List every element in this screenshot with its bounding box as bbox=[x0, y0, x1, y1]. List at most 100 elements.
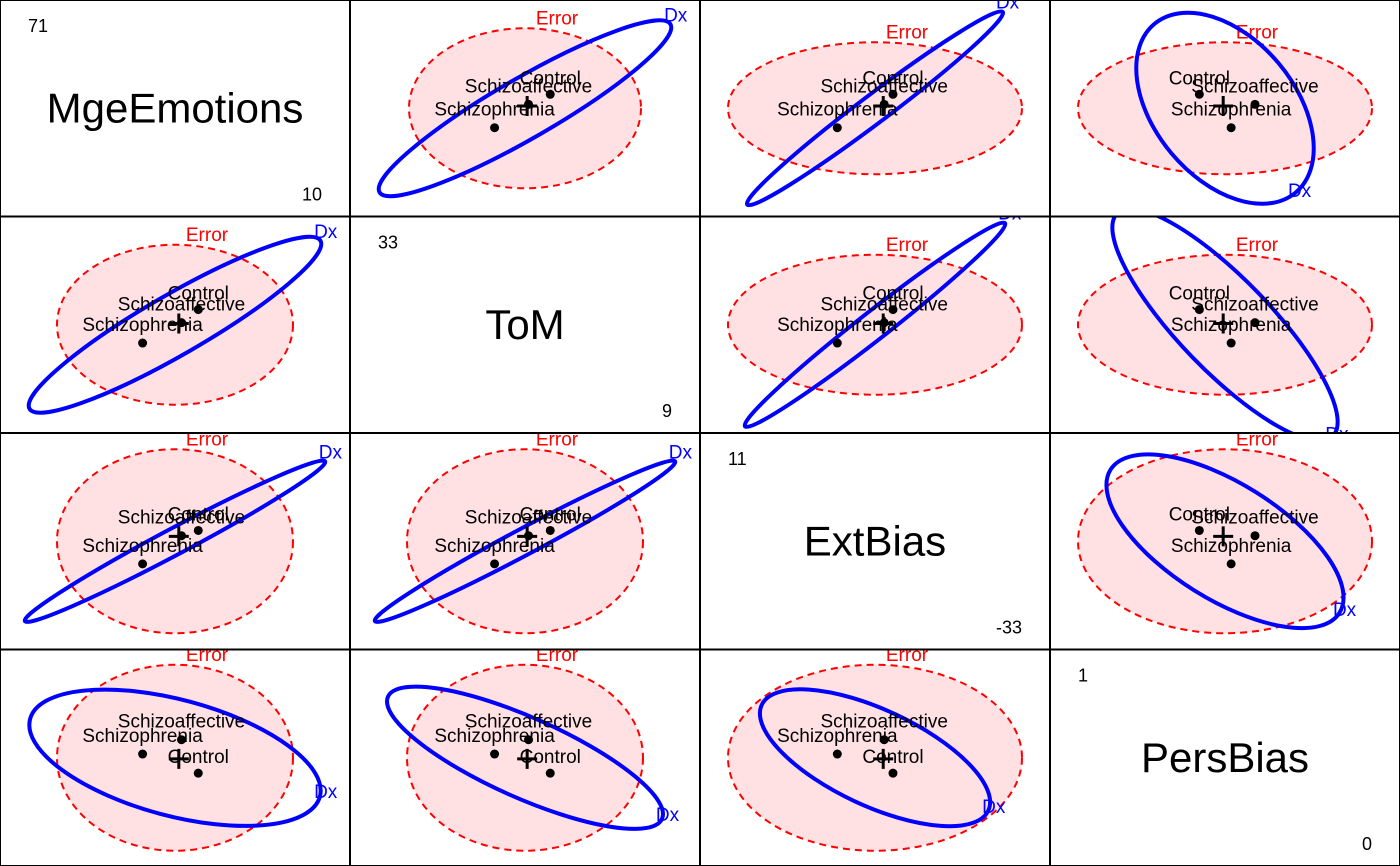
group-label-schizoaffective: Schizoaffective bbox=[465, 76, 592, 97]
group-label-schizophrenia: Schizophrenia bbox=[82, 315, 203, 336]
range-max-MgeEmotions: 71 bbox=[28, 16, 48, 36]
group-label-schizoaffective: Schizoaffective bbox=[465, 508, 592, 529]
error-ellipse bbox=[1077, 41, 1373, 176]
hypothesis-label: Dx bbox=[998, 203, 1022, 224]
error-label: Error bbox=[1236, 235, 1279, 256]
group-label-schizophrenia: Schizophrenia bbox=[777, 100, 898, 121]
panel-PersBias-ExtBias: Error Dx Control SchizoaffectiveSchizophren… bbox=[727, 645, 1023, 852]
hypothesis-ellipse bbox=[1104, 452, 1346, 631]
group-point-schizoaffective bbox=[879, 99, 889, 109]
hypothesis-ellipse bbox=[385, 684, 665, 831]
group-point-schizoaffective bbox=[176, 735, 186, 745]
hypothesis-label: Dx bbox=[1333, 600, 1357, 621]
panel-MgeEmotions-MgeEmotions: MgeEmotions 71 10 bbox=[28, 16, 322, 205]
group-label-schizophrenia: Schizophrenia bbox=[777, 315, 898, 336]
group-point-schizophrenia bbox=[832, 749, 842, 759]
group-label-schizoaffective: Schizoaffective bbox=[820, 295, 947, 316]
group-point-schizoaffective bbox=[1250, 99, 1260, 109]
hypothesis-ellipse bbox=[757, 687, 993, 829]
panel-ToM-PersBias: Error Dx ControlSchizoaffectiveSchizophren… bbox=[1077, 216, 1373, 446]
grand-mean-marker bbox=[1213, 95, 1234, 116]
hypothesis-ellipse bbox=[742, 220, 1008, 429]
group-point-schizoaffective bbox=[524, 735, 534, 745]
range-min-MgeEmotions: 10 bbox=[302, 185, 322, 205]
group-label-schizoaffective: Schizoaffective bbox=[118, 295, 245, 316]
hypothesis-label: Dx bbox=[1288, 181, 1312, 202]
group-point-schizoaffective bbox=[1250, 531, 1260, 541]
hypothesis-label: Dx bbox=[982, 797, 1006, 818]
group-point-control bbox=[1194, 89, 1204, 99]
variable-label-ExtBias: ExtBias bbox=[804, 517, 946, 564]
grand-mean-marker bbox=[1213, 313, 1234, 334]
hypothesis-label: Dx bbox=[314, 782, 338, 803]
range-min-ExtBias: -33 bbox=[996, 618, 1022, 638]
group-point-schizoaffective bbox=[176, 531, 186, 541]
panel-ToM-MgeEmotions: Error Dx ControlSchizoaffectiveSchizophren… bbox=[26, 222, 338, 415]
group-point-schizoaffective bbox=[524, 531, 534, 541]
panel-ExtBias-ExtBias: ExtBias 11 -33 bbox=[728, 449, 1022, 638]
panel-ToM-ExtBias: Error Dx ControlSchizoaffectiveSchizophren… bbox=[727, 203, 1023, 429]
group-label-schizoaffective: Schizoaffective bbox=[465, 712, 592, 733]
group-label-schizophrenia: Schizophrenia bbox=[434, 536, 555, 557]
panel-PersBias-MgeEmotions: Error Dx Control SchizoaffectiveSchizophren… bbox=[27, 645, 338, 852]
group-point-schizophrenia bbox=[138, 749, 148, 759]
group-point-schizoaffective bbox=[524, 99, 534, 109]
hypothesis-label: Dx bbox=[1325, 425, 1349, 446]
group-point-control bbox=[545, 768, 555, 778]
group-point-schizoaffective bbox=[879, 735, 889, 745]
group-label-schizophrenia: Schizophrenia bbox=[1171, 536, 1292, 557]
variable-label-MgeEmotions: MgeEmotions bbox=[47, 84, 304, 131]
group-point-schizophrenia bbox=[138, 338, 148, 348]
group-point-schizoaffective bbox=[879, 318, 889, 328]
error-label: Error bbox=[186, 225, 229, 246]
panel-PersBias-ToM: Error Dx Control SchizoaffectiveSchizophren… bbox=[385, 650, 680, 852]
hypothesis-ellipse bbox=[1110, 216, 1340, 433]
grand-mean-marker bbox=[168, 748, 189, 769]
range-max-ToM: 33 bbox=[378, 233, 398, 253]
group-point-schizophrenia bbox=[1226, 123, 1236, 133]
group-point-schizophrenia bbox=[1226, 559, 1236, 569]
group-label-control: Control bbox=[1169, 504, 1230, 525]
error-label: Error bbox=[186, 645, 229, 666]
error-ellipse bbox=[408, 27, 642, 190]
range-max-PersBias: 1 bbox=[1078, 666, 1088, 686]
group-point-schizophrenia bbox=[490, 123, 500, 133]
group-point-control bbox=[1194, 525, 1204, 535]
grand-mean-marker bbox=[517, 748, 538, 769]
group-label-control: Control bbox=[862, 747, 923, 768]
group-label-control: Control bbox=[862, 68, 923, 89]
hypothesis-label: Dx bbox=[319, 443, 343, 464]
error-ellipse bbox=[1077, 448, 1373, 635]
group-label-control: Control bbox=[862, 284, 923, 305]
error-label: Error bbox=[1236, 22, 1279, 43]
group-label-schizoaffective: Schizoaffective bbox=[1191, 295, 1318, 316]
group-point-schizophrenia bbox=[490, 749, 500, 759]
variable-label-ToM: ToM bbox=[485, 301, 564, 348]
group-label-control: Control bbox=[520, 68, 581, 89]
error-ellipse bbox=[727, 41, 1023, 176]
group-label-schizophrenia: Schizophrenia bbox=[1171, 100, 1292, 121]
group-label-control: Control bbox=[520, 504, 581, 525]
group-point-schizophrenia bbox=[832, 338, 842, 348]
group-point-control bbox=[888, 89, 898, 99]
error-label: Error bbox=[536, 429, 579, 450]
group-point-control bbox=[888, 768, 898, 778]
hypothesis-label: Dx bbox=[314, 222, 338, 243]
group-label-schizoaffective: Schizoaffective bbox=[1191, 76, 1318, 97]
hypothesis-ellipse bbox=[372, 458, 678, 624]
hypothesis-ellipse bbox=[1134, 10, 1316, 206]
group-label-control: Control bbox=[168, 504, 229, 525]
error-label: Error bbox=[886, 235, 929, 256]
group-label-schizoaffective: Schizoaffective bbox=[118, 712, 245, 733]
group-point-control bbox=[193, 525, 203, 535]
hypothesis-ellipse bbox=[27, 687, 323, 828]
group-label-schizophrenia: Schizophrenia bbox=[434, 726, 555, 747]
hypothesis-ellipse bbox=[26, 234, 324, 415]
group-point-schizophrenia bbox=[138, 559, 148, 569]
error-label: Error bbox=[886, 645, 929, 666]
hypothesis-ellipse bbox=[22, 458, 328, 624]
group-point-schizoaffective bbox=[176, 318, 186, 328]
